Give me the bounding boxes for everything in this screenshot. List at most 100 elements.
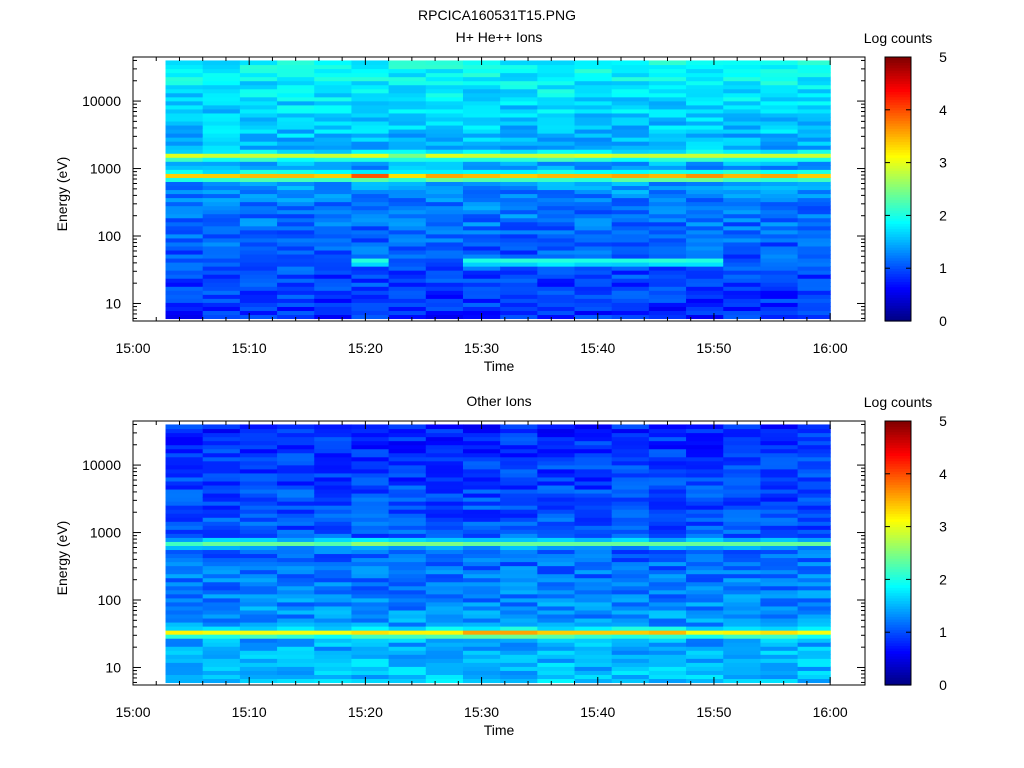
heatmap-cell bbox=[277, 521, 315, 526]
heatmap-cell bbox=[277, 678, 315, 684]
heatmap-cell bbox=[202, 181, 241, 187]
heatmap-cell bbox=[574, 436, 613, 442]
heatmap-cell bbox=[797, 221, 831, 227]
heatmap-cell bbox=[425, 161, 464, 166]
heatmap-cell bbox=[239, 662, 278, 667]
heatmap-cell bbox=[277, 68, 315, 74]
colorbar-segment bbox=[885, 508, 911, 512]
heatmap-cell bbox=[760, 573, 799, 579]
heatmap-cell bbox=[202, 513, 241, 518]
heatmap-cell bbox=[351, 533, 390, 538]
heatmap-cell bbox=[574, 440, 613, 446]
heatmap-cell bbox=[388, 452, 427, 458]
heatmap-cell bbox=[351, 646, 390, 651]
heatmap-cell bbox=[314, 601, 353, 607]
heatmap-cell bbox=[648, 221, 687, 227]
heatmap-cell bbox=[760, 484, 799, 490]
heatmap-cell bbox=[277, 96, 315, 102]
heatmap-cell bbox=[797, 654, 831, 659]
heatmap-cell bbox=[648, 64, 687, 70]
heatmap-cell bbox=[202, 440, 241, 446]
heatmap-cell bbox=[165, 185, 204, 191]
heatmap-cell bbox=[537, 145, 576, 150]
heatmap-cell bbox=[760, 128, 799, 134]
colorbar-segment bbox=[885, 228, 911, 232]
heatmap-cell bbox=[537, 557, 576, 563]
heatmap-cell bbox=[537, 104, 576, 110]
colorbar-segment bbox=[885, 138, 911, 143]
heatmap-cell bbox=[574, 76, 613, 82]
heatmap-cell bbox=[797, 286, 831, 291]
heatmap-cell bbox=[314, 245, 353, 251]
heatmap-cell bbox=[425, 626, 464, 631]
heatmap-cell bbox=[723, 96, 762, 102]
heatmap-cell bbox=[388, 229, 427, 235]
heatmap-cell bbox=[165, 209, 204, 215]
heatmap-cell bbox=[537, 630, 576, 635]
colorbar-segment bbox=[885, 653, 911, 657]
heatmap-cell bbox=[314, 149, 353, 154]
heatmap-cell bbox=[425, 266, 464, 271]
heatmap-cell bbox=[723, 100, 762, 106]
heatmap-cell bbox=[277, 553, 315, 559]
heatmap-cell bbox=[462, 84, 501, 90]
heatmap-cell bbox=[425, 185, 464, 191]
heatmap-cell bbox=[277, 205, 315, 211]
heatmap-cell bbox=[165, 662, 204, 667]
heatmap-cell bbox=[314, 88, 353, 94]
heatmap-cell bbox=[648, 153, 687, 158]
heatmap-cell bbox=[388, 274, 427, 279]
heatmap-cell bbox=[537, 561, 576, 567]
heatmap-cell bbox=[537, 60, 576, 66]
y-axis-label: Energy (eV) bbox=[54, 521, 70, 596]
heatmap-cell bbox=[611, 165, 650, 170]
heatmap-cell bbox=[537, 298, 576, 303]
heatmap-cell bbox=[797, 270, 831, 275]
heatmap-cell bbox=[760, 153, 799, 158]
heatmap-cell bbox=[574, 262, 613, 267]
heatmap-cell bbox=[686, 60, 724, 66]
heatmap-cell bbox=[239, 278, 278, 283]
heatmap-cell bbox=[723, 257, 762, 263]
colorbar-segment bbox=[885, 421, 911, 425]
heatmap-cell bbox=[239, 108, 278, 114]
heatmap-cell bbox=[202, 266, 241, 271]
heatmap-cell bbox=[388, 480, 427, 486]
heatmap-cell bbox=[611, 436, 650, 442]
heatmap-cell bbox=[500, 104, 538, 110]
heatmap-cell bbox=[277, 197, 315, 203]
heatmap-cell bbox=[611, 221, 650, 227]
x-tick-label: 15:10 bbox=[232, 340, 267, 356]
heatmap-cell bbox=[388, 517, 427, 522]
heatmap-cell bbox=[351, 270, 390, 275]
heatmap-cell bbox=[425, 472, 464, 478]
heatmap-cell bbox=[202, 274, 241, 279]
heatmap-cell bbox=[351, 197, 390, 203]
heatmap-cell bbox=[277, 577, 315, 583]
heatmap-cell bbox=[388, 666, 427, 671]
heatmap-cell bbox=[351, 306, 390, 311]
heatmap-cell bbox=[686, 120, 724, 126]
heatmap-cell bbox=[351, 84, 390, 90]
heatmap-cell bbox=[202, 253, 241, 259]
heatmap-cell bbox=[500, 282, 538, 287]
heatmap-cell bbox=[277, 650, 315, 655]
colorbar-segment bbox=[885, 305, 911, 309]
heatmap-cell bbox=[648, 157, 687, 162]
heatmap-cell bbox=[611, 241, 650, 247]
heatmap-cell bbox=[351, 432, 390, 438]
heatmap-cell bbox=[202, 541, 241, 546]
heatmap-cell bbox=[574, 501, 613, 506]
heatmap-cell bbox=[611, 609, 650, 615]
heatmap-cell bbox=[314, 662, 353, 667]
heatmap-cell bbox=[723, 593, 762, 599]
heatmap-cell bbox=[574, 213, 613, 219]
heatmap-cell bbox=[165, 448, 204, 454]
heatmap-cell bbox=[797, 581, 831, 587]
heatmap-cell bbox=[462, 553, 501, 559]
heatmap-cell bbox=[611, 630, 650, 635]
heatmap-cell bbox=[239, 257, 278, 263]
heatmap-cell bbox=[797, 306, 831, 311]
heatmap-cell bbox=[686, 302, 724, 307]
heatmap-cell bbox=[314, 529, 353, 534]
